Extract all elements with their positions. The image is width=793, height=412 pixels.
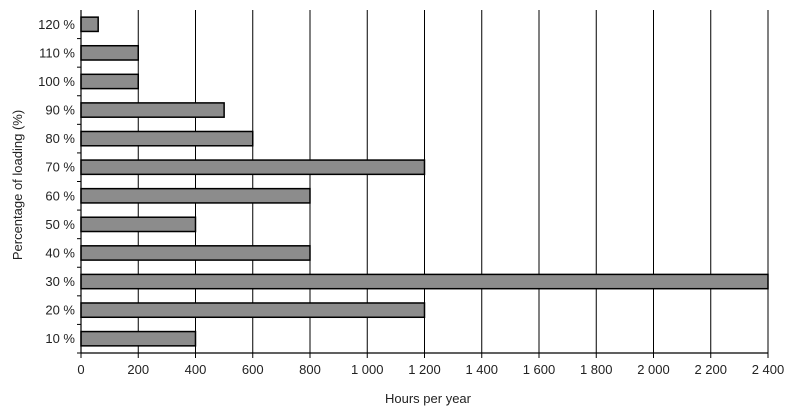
x-tick-label: 2 200 [694, 362, 727, 377]
y-tick-label: 50 % [45, 217, 75, 232]
x-tick-label: 400 [185, 362, 207, 377]
y-tick-label: 80 % [45, 131, 75, 146]
x-tick-label: 2 400 [752, 362, 785, 377]
x-axis-title: Hours per year [385, 391, 472, 406]
y-axis-title: Percentage of loading (%) [10, 110, 25, 260]
y-tick-label: 90 % [45, 103, 75, 118]
y-tick-label: 110 % [39, 45, 75, 60]
x-tick-label: 1 400 [465, 362, 498, 377]
bar-80-percent [80, 130, 254, 147]
x-tick-label: 600 [242, 362, 264, 377]
bar-110-percent [80, 44, 139, 61]
axes [77, 10, 769, 358]
y-tick-label: 10 % [45, 331, 75, 346]
x-tick-label: 1 600 [523, 362, 556, 377]
y-tick-label: 70 % [45, 160, 75, 175]
bar-10-percent [80, 330, 197, 347]
y-tick-labels: 10 % 20 % 30 % 40 % 50 % 60 % 70 % 80 % 90 % 100 … [38, 17, 75, 346]
x-tick-label: 1 200 [408, 362, 441, 377]
bar-70-percent [80, 159, 426, 176]
y-tick-label: 100 % [38, 74, 75, 89]
bar-100-percent [80, 73, 139, 90]
x-tick-label: 0 [77, 362, 84, 377]
bar-30-percent [80, 273, 769, 290]
y-tick-label: 60 % [45, 188, 75, 203]
y-tick-label: 20 % [45, 303, 75, 318]
x-tick-labels: 0 200 400 600 800 1 000 1 200 1 400 1 600 1 800 2 … [77, 362, 784, 377]
y-tick-label: 40 % [45, 245, 75, 260]
bar-60-percent [80, 187, 311, 204]
bar-20-percent [80, 302, 426, 319]
x-tick-label: 200 [127, 362, 149, 377]
y-tick-label: 120 % [38, 17, 75, 32]
bar-90-percent [80, 102, 225, 118]
bar-120-percent [80, 16, 99, 33]
gridlines [137, 10, 769, 353]
bar-50-percent [80, 216, 197, 233]
y-tick-label: 30 % [45, 274, 75, 289]
x-tick-label: 1 000 [351, 362, 384, 377]
x-tick-label: 1 800 [580, 362, 613, 377]
bar-40-percent [80, 245, 311, 261]
x-tick-label: 2 000 [637, 362, 670, 377]
x-tick-label: 800 [299, 362, 321, 377]
